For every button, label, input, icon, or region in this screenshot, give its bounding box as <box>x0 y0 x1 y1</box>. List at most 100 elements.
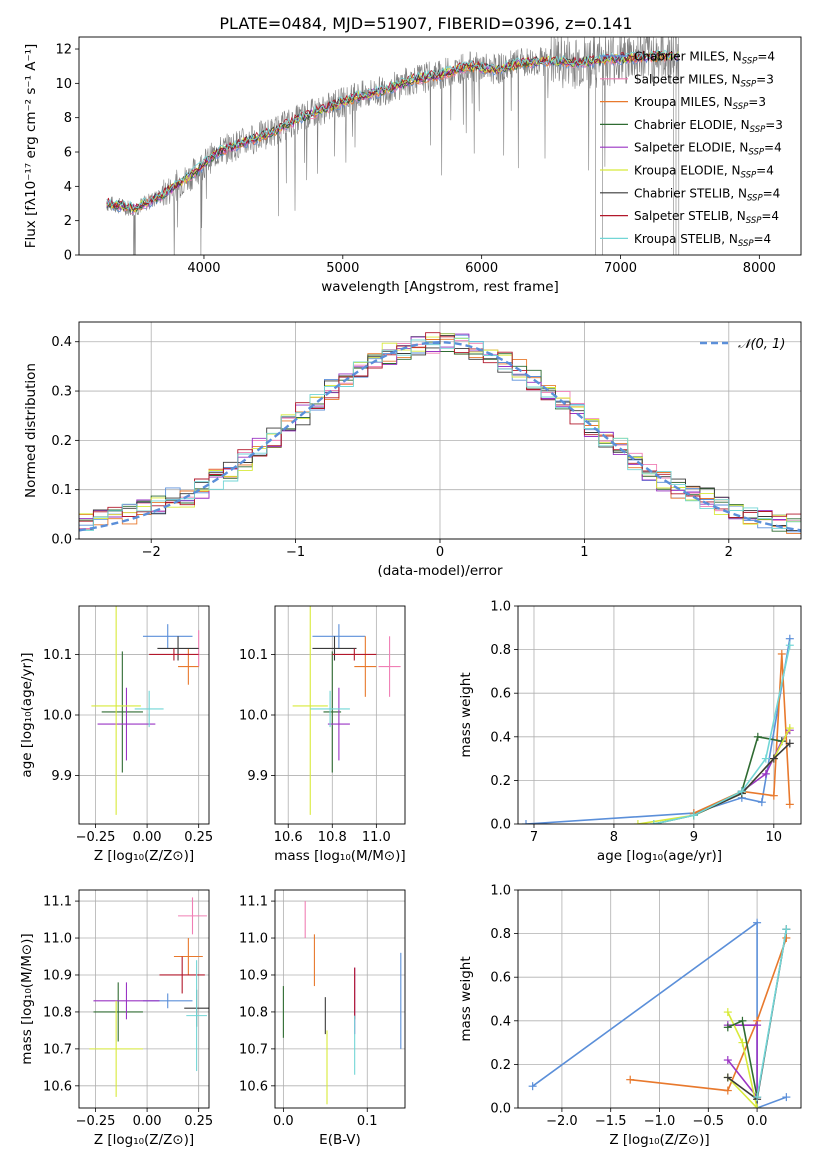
x-tick-label: 0.0 <box>747 1114 768 1129</box>
data-point <box>769 791 778 800</box>
data-point <box>738 1016 747 1025</box>
series-line <box>630 937 788 1092</box>
errorbar-point <box>97 687 156 761</box>
y-tick-label: 10.7 <box>239 1042 268 1057</box>
plot-area-mass-vs-ebv <box>282 901 402 1105</box>
errorbar-point <box>149 648 199 661</box>
x-tick-label: 0 <box>436 545 444 560</box>
y-tick-label: 0.3 <box>51 385 72 400</box>
x-tick-label: 4000 <box>187 261 220 276</box>
plot-area-residuals <box>79 332 801 534</box>
errorbar-point <box>354 636 377 697</box>
y-tick-label: 11.0 <box>43 932 72 947</box>
plot-area-spectrum <box>106 37 680 255</box>
y-tick-label: 0.4 <box>490 1014 511 1029</box>
x-tick-label: 0.00 <box>133 1114 162 1129</box>
y-tick-label: 0.8 <box>490 927 511 942</box>
y-tick-label: 2 <box>64 214 72 229</box>
y-axis-label: mass weight <box>458 672 474 757</box>
histogram-salpeter-elodie <box>79 333 801 522</box>
errorbar-point <box>91 606 141 815</box>
panel-mass-vs-Z: −0.25 0.00 0.25 10.6 10.7 10.8 10.9 11.0 11.1 Z [… <box>19 889 213 1148</box>
errorbar-point <box>89 1000 143 1097</box>
series-line <box>653 645 791 824</box>
y-tick-label: 11.1 <box>43 895 72 910</box>
legend-entry: Chabrier MILES, NSSP=4 <box>634 50 775 67</box>
data-point <box>777 649 786 658</box>
panel-massweight-vs-Z: −2.0 −1.5 −1.0 −0.5 0.0 0.0 0.2 0.4 0.6 0.8 1.0 Z [… <box>458 884 802 1148</box>
y-tick-label: 10 <box>55 77 72 92</box>
x-tick-label: −2.0 <box>546 1114 578 1129</box>
y-tick-label: 0 <box>64 249 72 264</box>
y-tick-label: 0.6 <box>490 971 511 986</box>
x-axis-label: wavelength [Angstrom, rest frame] <box>321 279 559 295</box>
errorbar-point <box>186 960 207 1072</box>
data-point <box>521 820 530 824</box>
errorbar-point <box>327 687 350 761</box>
data-point <box>723 1023 732 1032</box>
axes-frame <box>78 889 210 1109</box>
y-tick-label: 10.8 <box>43 1005 72 1020</box>
figure-title: PLATE=0484, MJD=51907, FIBERID=0396, z=0… <box>219 14 632 33</box>
y-tick-label: 0.4 <box>490 730 511 745</box>
y-tick-label: 0.0 <box>490 1102 511 1117</box>
data-point <box>626 1075 635 1084</box>
data-point <box>753 732 762 741</box>
x-tick-label: 7000 <box>604 261 637 276</box>
plot-area-massweight-vs-Z <box>528 918 791 1108</box>
axes-frame <box>78 321 802 540</box>
y-tick-label: 10.0 <box>239 709 268 724</box>
panel-spectrum: 4000 5000 6000 7000 8000 0 2 4 6 8 10 12 Chabrier MI… <box>23 36 802 295</box>
series-line <box>727 1011 758 1108</box>
panel-residuals: −2 −1 0 1 2 0.0 0.1 0.2 0.3 0.4 𝒩(0, 1) (data-model… <box>23 321 802 579</box>
errorbar-point <box>142 624 193 649</box>
y-tick-label: 0.0 <box>490 818 511 833</box>
histogram-salpeter-stelib <box>79 332 801 522</box>
x-tick-label: 0.25 <box>184 830 213 845</box>
data-point <box>782 933 791 942</box>
legend-entry: Salpeter ELODIE, NSSP=4 <box>634 141 782 158</box>
x-tick-label: 0.1 <box>357 1114 378 1129</box>
y-axis-label: age [log₁₀(age/yr)] <box>19 652 35 777</box>
panel-mass-vs-ebv: 0.0 0.1 10.6 10.7 10.8 10.9 11.0 11.1 E(B-V) <box>239 889 406 1148</box>
x-tick-label: 0.0 <box>273 1114 294 1129</box>
y-tick-label: 0.0 <box>51 533 72 548</box>
y-axis-label: mass weight <box>458 956 474 1041</box>
model-spectrum-chabrier-elodie <box>106 51 679 214</box>
data-point <box>753 1093 762 1102</box>
x-tick-label: −0.25 <box>76 830 116 845</box>
errorbar-point <box>101 651 143 773</box>
axes-frame <box>78 36 802 256</box>
legend-entry: Kroupa ELODIE, NSSP=4 <box>634 164 774 181</box>
data-point <box>528 1082 537 1091</box>
series-line <box>525 638 791 824</box>
y-tick-label: 10.1 <box>239 648 268 663</box>
data-point <box>689 811 698 820</box>
x-tick-label: 8000 <box>743 261 776 276</box>
data-point <box>753 1104 762 1108</box>
axes-frame <box>274 889 406 1109</box>
histogram-chabrier-stelib <box>79 334 801 532</box>
data-point <box>761 754 770 763</box>
y-tick-label: 10.6 <box>239 1079 268 1094</box>
model-spectrum-salpeter-stelib <box>106 50 679 211</box>
x-tick-label: 8 <box>610 830 618 845</box>
y-tick-label: 9.9 <box>247 769 268 784</box>
data-point <box>723 1056 732 1065</box>
x-tick-label: 2 <box>725 545 733 560</box>
panel-massweight-vs-age: 7 8 9 10 0.0 0.2 0.4 0.6 0.8 1.0 age [log₁₀(age/yr… <box>458 600 802 864</box>
data-point <box>757 798 766 807</box>
data-point <box>785 724 794 733</box>
y-tick-label: 10.9 <box>43 968 72 983</box>
errorbar-point <box>378 636 401 697</box>
x-tick-label: 10 <box>766 830 783 845</box>
errorbar-point <box>157 636 199 661</box>
y-tick-label: 10.7 <box>43 1042 72 1057</box>
errorbar-point <box>178 648 199 685</box>
errorbar-point <box>310 690 350 728</box>
y-tick-label: 10.0 <box>43 709 72 724</box>
data-point <box>782 1093 791 1102</box>
x-axis-label: mass [log₁₀(M/M⊙)] <box>274 848 405 864</box>
panel-age-vs-mass: 10.6 10.8 11.0 9.9 10.0 10.1 mass [log₁₀(M/M⊙)… <box>239 605 406 864</box>
